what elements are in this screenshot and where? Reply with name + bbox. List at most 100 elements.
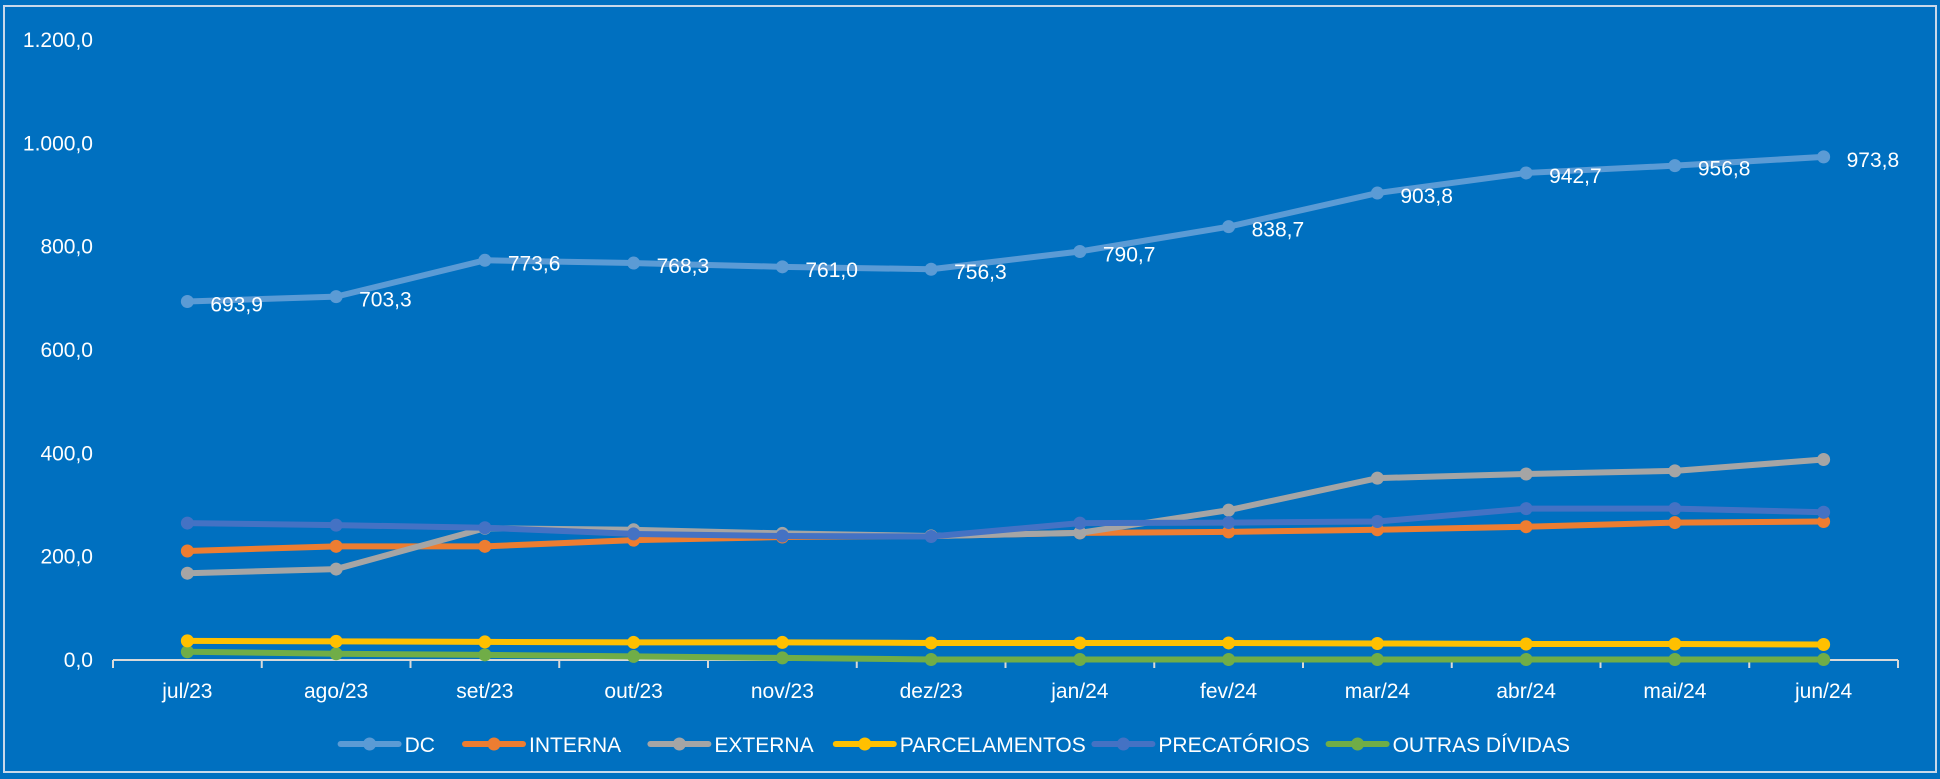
data-point-parcelamentos	[1370, 636, 1384, 650]
x-tick-label: mar/24	[1345, 680, 1411, 703]
x-tick-label: abr/24	[1496, 680, 1556, 703]
data-point-precatorios	[1519, 502, 1533, 516]
legend-label: OUTRAS DÍVIDAS	[1393, 734, 1570, 757]
data-point-parcelamentos	[329, 634, 343, 648]
y-tick-label: 200,0	[40, 546, 93, 569]
data-point-outras-dividas	[1222, 652, 1236, 666]
data-point-externa	[1073, 526, 1087, 540]
data-point-dc	[924, 262, 938, 276]
series-layer	[180, 150, 1831, 666]
data-point-parcelamentos	[1073, 636, 1087, 650]
data-point-dc	[1073, 244, 1087, 258]
y-tick-label: 0,0	[64, 649, 93, 672]
data-point-outras-dividas	[924, 652, 938, 666]
data-point-precatorios	[1222, 516, 1236, 530]
data-point-precatorios	[329, 518, 343, 532]
data-point-interna	[1519, 520, 1533, 534]
data-label-dc: 956,8	[1698, 158, 1751, 181]
data-point-precatorios	[924, 530, 938, 544]
data-point-precatorios	[1817, 505, 1831, 519]
x-tick-label: jun/24	[1794, 680, 1853, 703]
legend-label: PRECATÓRIOS	[1158, 734, 1309, 757]
legend-item-precatorios[interactable]: PRECATÓRIOS	[1091, 734, 1310, 757]
legend-swatch-marker	[1351, 737, 1365, 751]
y-tick-label: 400,0	[40, 442, 93, 465]
x-tick-label: jul/23	[161, 680, 212, 703]
data-point-dc	[478, 253, 492, 267]
data-point-parcelamentos	[1817, 638, 1831, 651]
data-point-outras-dividas	[775, 651, 789, 665]
legend[interactable]: DC INTERNA EXTERNA PARCELAMENTOS PRECATÓRIOS…	[337, 734, 1570, 757]
data-point-interna	[329, 539, 343, 553]
series-parcelamentos	[180, 634, 1831, 651]
legend-swatch-marker	[672, 737, 686, 751]
data-point-outras-dividas	[1073, 652, 1087, 666]
data-label-dc: 903,8	[1400, 185, 1453, 208]
y-axis: 0,0 200,0 400,0 600,0 800,0 1.000,0 1.200,0	[23, 29, 93, 672]
data-point-dc	[627, 256, 641, 270]
data-labels: 693,9 703,3 773,6 768,3 761,0 756,3 790,7 838,7…	[210, 149, 1899, 317]
y-tick-label: 1.000,0	[23, 132, 93, 155]
series-precatorios	[180, 502, 1831, 544]
series-line-externa	[184, 456, 1827, 577]
series-line-dc	[184, 153, 1827, 305]
data-point-externa	[329, 562, 343, 576]
data-point-externa	[180, 566, 194, 580]
data-point-externa	[1668, 464, 1682, 478]
data-point-interna	[478, 539, 492, 553]
data-point-interna	[1817, 515, 1831, 529]
x-tick-label: dez/23	[900, 680, 963, 703]
data-point-precatorios	[775, 529, 789, 543]
data-point-precatorios	[627, 527, 641, 541]
data-point-precatorios	[180, 516, 194, 530]
data-point-parcelamentos	[775, 635, 789, 649]
y-tick-label: 600,0	[40, 339, 93, 362]
legend-item-interna[interactable]: INTERNA	[462, 734, 621, 757]
legend-item-externa[interactable]: EXTERNA	[647, 734, 814, 757]
data-point-dc	[1668, 159, 1682, 173]
legend-label: PARCELAMENTOS	[900, 734, 1086, 757]
data-label-dc: 768,3	[657, 255, 710, 278]
y-tick-label: 1.200,0	[23, 29, 93, 52]
data-point-interna	[1668, 516, 1682, 530]
data-point-precatorios	[478, 521, 492, 535]
data-label-dc: 693,9	[210, 293, 263, 316]
data-point-outras-dividas	[478, 648, 492, 662]
x-tick-label: nov/23	[751, 680, 814, 703]
data-point-dc	[1519, 166, 1533, 180]
y-tick-label: 800,0	[40, 236, 93, 259]
x-tick-label: jan/24	[1050, 680, 1109, 703]
legend-label: EXTERNA	[714, 734, 813, 757]
data-label-dc: 973,8	[1847, 149, 1900, 172]
series-dc	[180, 150, 1831, 308]
data-label-dc: 790,7	[1103, 243, 1156, 266]
legend-swatch-marker	[858, 737, 872, 751]
legend-label: INTERNA	[529, 734, 621, 757]
data-label-dc: 942,7	[1549, 165, 1602, 188]
data-point-dc	[775, 260, 789, 274]
x-tick-label: ago/23	[304, 680, 368, 703]
data-point-externa	[1222, 503, 1236, 517]
data-point-dc	[1222, 220, 1236, 234]
data-point-parcelamentos	[1222, 636, 1236, 650]
data-point-precatorios	[1073, 516, 1087, 530]
data-point-interna	[180, 544, 194, 558]
data-label-dc: 756,3	[954, 261, 1007, 284]
data-point-outras-dividas	[180, 645, 194, 659]
legend-item-outras-dividas[interactable]: OUTRAS DÍVIDAS	[1325, 734, 1570, 757]
data-label-dc: 773,6	[508, 252, 561, 275]
data-point-outras-dividas	[627, 649, 641, 663]
data-point-externa	[1817, 453, 1831, 467]
series-line-outras-dividas	[184, 648, 1827, 663]
legend-swatch-marker	[1116, 737, 1130, 751]
data-point-precatorios	[1668, 502, 1682, 516]
data-point-dc	[180, 294, 194, 308]
data-point-parcelamentos	[478, 635, 492, 649]
legend-item-parcelamentos[interactable]: PARCELAMENTOS	[832, 734, 1086, 757]
x-tick-label: fev/24	[1200, 680, 1258, 703]
legend-item-dc[interactable]: DC	[337, 734, 435, 757]
data-label-dc: 838,7	[1252, 219, 1305, 242]
data-point-outras-dividas	[1370, 652, 1384, 666]
legend-swatch-marker	[487, 737, 501, 751]
